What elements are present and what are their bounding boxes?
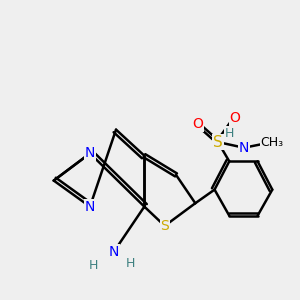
Text: H: H	[225, 127, 234, 140]
Text: S: S	[213, 135, 223, 150]
Text: O: O	[192, 117, 203, 131]
Text: S: S	[160, 219, 169, 233]
Text: N: N	[85, 200, 95, 214]
Text: N: N	[109, 245, 119, 259]
Text: O: O	[230, 111, 240, 125]
Text: H: H	[89, 259, 98, 272]
Text: N: N	[85, 146, 95, 161]
Text: H: H	[126, 257, 135, 270]
Text: N: N	[239, 141, 249, 155]
Text: CH₃: CH₃	[261, 136, 284, 148]
